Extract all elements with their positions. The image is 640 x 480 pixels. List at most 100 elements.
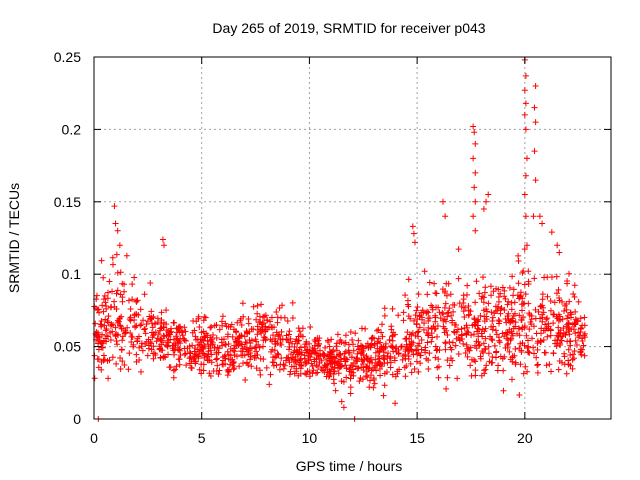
data-point [114, 341, 121, 348]
data-point [480, 206, 487, 213]
y-axis-label: SRMTID / TECUs [6, 183, 22, 293]
data-point [260, 343, 267, 350]
data-point [497, 306, 504, 313]
data-point [508, 306, 515, 313]
data-point [181, 324, 188, 331]
y-tick-label: 0.15 [54, 194, 81, 210]
data-point [455, 275, 462, 282]
data-point [579, 322, 586, 329]
data-point [507, 337, 514, 344]
data-point [375, 326, 382, 333]
data-point [513, 330, 520, 337]
data-point [522, 213, 529, 220]
data-point [521, 87, 528, 94]
data-point [313, 370, 320, 377]
data-point [231, 342, 238, 349]
data-point [100, 296, 107, 303]
data-point [231, 365, 238, 372]
data-point [274, 350, 281, 357]
data-point [425, 365, 432, 372]
data-point [390, 348, 397, 355]
data-point [544, 333, 551, 340]
data-point [182, 350, 189, 357]
data-point [302, 361, 309, 368]
x-tick-label: 15 [409, 430, 425, 446]
data-point [289, 340, 296, 347]
data-point [278, 355, 285, 362]
data-point [516, 312, 523, 319]
data-point [98, 318, 105, 325]
data-point [106, 357, 113, 364]
data-point [147, 279, 154, 286]
data-point [477, 355, 484, 362]
data-point [144, 318, 151, 325]
data-point [534, 361, 541, 368]
data-point [278, 341, 285, 348]
data-point [424, 339, 431, 346]
data-point [480, 340, 487, 347]
data-point [357, 375, 364, 382]
data-point [377, 339, 384, 346]
data-point [337, 360, 344, 367]
data-point [575, 334, 582, 341]
data-point [534, 362, 541, 369]
data-point [273, 362, 280, 369]
data-point [405, 276, 412, 283]
data-point [527, 318, 534, 325]
data-point [245, 320, 252, 327]
data-point [571, 320, 578, 327]
data-point [111, 303, 118, 310]
data-point [521, 246, 528, 253]
data-point [501, 287, 508, 294]
data-point [402, 292, 409, 299]
data-point [511, 299, 518, 306]
data-point [317, 347, 323, 354]
data-point [233, 339, 240, 346]
data-point [273, 308, 280, 315]
data-point [482, 335, 489, 342]
data-point [287, 351, 294, 358]
data-point [209, 341, 216, 348]
data-point [337, 337, 344, 344]
data-point [411, 366, 418, 373]
x-tick-label: 0 [90, 430, 98, 446]
data-point [488, 359, 495, 366]
data-point [440, 311, 447, 318]
data-point [467, 344, 474, 351]
x-tick-label: 10 [302, 430, 318, 446]
data-point [547, 332, 554, 339]
data-point [338, 356, 345, 363]
data-point [353, 356, 360, 363]
data-point [165, 333, 172, 340]
data-point [176, 361, 183, 368]
data-point [188, 365, 195, 372]
data-point [341, 355, 348, 362]
data-point [454, 326, 461, 333]
data-point [434, 346, 441, 353]
data-point [521, 111, 528, 118]
data-point [125, 297, 132, 304]
data-point [111, 203, 118, 210]
data-point [303, 371, 310, 378]
data-point [203, 330, 210, 337]
data-point [572, 337, 579, 344]
data-point [238, 322, 245, 329]
data-point [239, 345, 246, 352]
data-point [200, 367, 207, 374]
data-point [446, 362, 453, 369]
data-point [272, 335, 279, 342]
data-point [418, 346, 425, 353]
data-point [322, 344, 329, 351]
data-point [470, 213, 477, 220]
data-point [293, 368, 300, 375]
data-point [392, 400, 399, 407]
data-point [119, 358, 126, 365]
data-point [442, 300, 449, 307]
data-point [495, 317, 502, 324]
data-point [270, 362, 277, 369]
data-point [551, 299, 558, 306]
data-point [222, 320, 229, 327]
data-point [356, 378, 363, 385]
data-point [148, 308, 155, 315]
data-point [414, 316, 421, 323]
